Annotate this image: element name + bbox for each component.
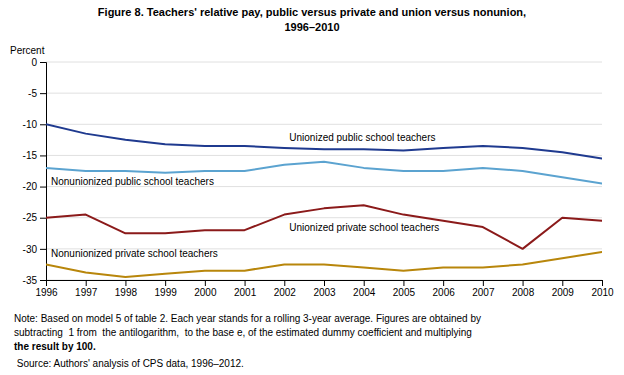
x-tick-label: 2006 (433, 287, 456, 298)
y-tick-label: 0 (31, 57, 37, 68)
y-tick-mark (40, 62, 46, 63)
note: Source: Authors' analysis of CPS data, 1… (14, 358, 244, 369)
x-tick: 1998 (115, 280, 138, 298)
x-tick: 2003 (313, 280, 336, 298)
grid-line (46, 93, 602, 94)
x-tick-label: 2007 (472, 287, 495, 298)
y-tick-mark (40, 124, 46, 125)
x-tick: 2010 (591, 280, 614, 298)
series-line (46, 205, 602, 249)
x-tick-mark (165, 280, 166, 286)
y-tick-mark (40, 280, 46, 281)
x-tick-mark (245, 280, 246, 286)
x-tick-label: 2008 (512, 287, 535, 298)
y-tick: -30 (23, 244, 46, 255)
x-axis-line (47, 281, 603, 287)
y-tick-label: -5 (28, 88, 37, 99)
y-tick: -15 (23, 150, 46, 161)
x-tick-label: 1999 (155, 287, 178, 298)
y-tick: -10 (23, 119, 46, 130)
y-tick-mark (40, 93, 46, 94)
x-tick-label: 2002 (274, 287, 297, 298)
grid (46, 62, 602, 280)
x-tick-label: 2003 (313, 287, 336, 298)
x-tick: 2006 (433, 280, 456, 298)
lines (46, 124, 602, 277)
y-axis: 0 -5 -10 -15 -20 -25 -30 -35 (23, 57, 47, 286)
x-tick-label: 1998 (115, 287, 138, 298)
line-labels: Unionized public school teachers Nonunion… (51, 132, 439, 259)
series-label: Nonunionized private school teachers (51, 248, 218, 259)
title: 1996–2010 (284, 21, 339, 33)
y-tick: 0 (31, 57, 46, 68)
x-tick-label: 2000 (194, 287, 217, 298)
y-tick: -20 (23, 181, 46, 192)
x-tick: 2008 (512, 280, 535, 298)
y-axis-line (40, 63, 47, 281)
x-tick-mark (205, 280, 206, 286)
note: the result by 100. (14, 341, 96, 352)
x-tick-label: 2009 (552, 287, 575, 298)
x-tick-mark (523, 280, 524, 286)
x-tick-label: 1997 (75, 287, 98, 298)
x-tick-label: 1996 (35, 287, 58, 298)
series-line (46, 124, 602, 158)
y-tick-mark (40, 249, 46, 250)
x-tick: 1996 (35, 280, 58, 298)
x-tick: 2004 (353, 280, 376, 298)
x-tick: 2005 (393, 280, 416, 298)
x-tick-label: 2010 (591, 287, 614, 298)
grid-line (46, 124, 602, 125)
x-tick: 1999 (155, 280, 178, 298)
x-tick: 1997 (75, 280, 98, 298)
y-tick: -25 (23, 212, 46, 223)
x-tick-mark (403, 280, 404, 286)
x-tick-mark (284, 280, 285, 286)
chart: Figure 8. Teachers' relative pay, public… (0, 0, 624, 375)
x-tick-mark (443, 280, 444, 286)
y-tick: -35 (23, 275, 46, 286)
x-tick-mark (125, 280, 126, 286)
grid-line (46, 217, 602, 218)
y-tick-mark (40, 155, 46, 156)
x-tick: 2002 (274, 280, 297, 298)
x-tick: 2000 (194, 280, 217, 298)
x-tick-label: 2001 (234, 287, 257, 298)
x-tick-mark (324, 280, 325, 286)
x-tick-mark (602, 280, 603, 286)
grid-line (46, 155, 602, 156)
y-axis-title: Percent (10, 45, 45, 56)
grid-line (46, 62, 602, 63)
y-tick-label: -35 (23, 275, 38, 286)
x-tick-mark (562, 280, 563, 286)
y-tick: -5 (28, 88, 46, 99)
x-tick-mark (364, 280, 365, 286)
x-tick-label: 2004 (353, 287, 376, 298)
x-tick: 2009 (552, 280, 575, 298)
x-tick: 2001 (234, 280, 257, 298)
y-tick-mark (40, 187, 46, 188)
title: Figure 8. Teachers' relative pay, public… (98, 6, 526, 18)
note: Note: Based on model 5 of table 2. Each … (14, 313, 481, 324)
x-tick-mark (483, 280, 484, 286)
y-tick-label: -15 (23, 150, 38, 161)
x-tick-label: 2005 (393, 287, 416, 298)
x-axis: 1996 1997 1998 1999 2000 2001 2002 2003 2004 2005… (35, 280, 614, 298)
series-label: Unionized private school teachers (289, 222, 439, 233)
plot: 1996 1997 1998 1999 2000 2001 2002 2003 2004 2005… (23, 57, 615, 298)
x-tick: 2007 (472, 280, 495, 298)
series-label: Unionized public school teachers (289, 132, 435, 143)
note: subtracting 1 from the antilogarithm, to… (14, 327, 472, 338)
y-tick-label: -20 (23, 181, 38, 192)
x-tick-mark (86, 280, 87, 286)
y-tick-label: -25 (23, 212, 38, 223)
y-tick-label: -30 (23, 244, 38, 255)
series-label: Nonunionized public school teachers (51, 176, 214, 187)
y-tick-label: -10 (23, 119, 38, 130)
y-tick-mark (40, 218, 46, 219)
